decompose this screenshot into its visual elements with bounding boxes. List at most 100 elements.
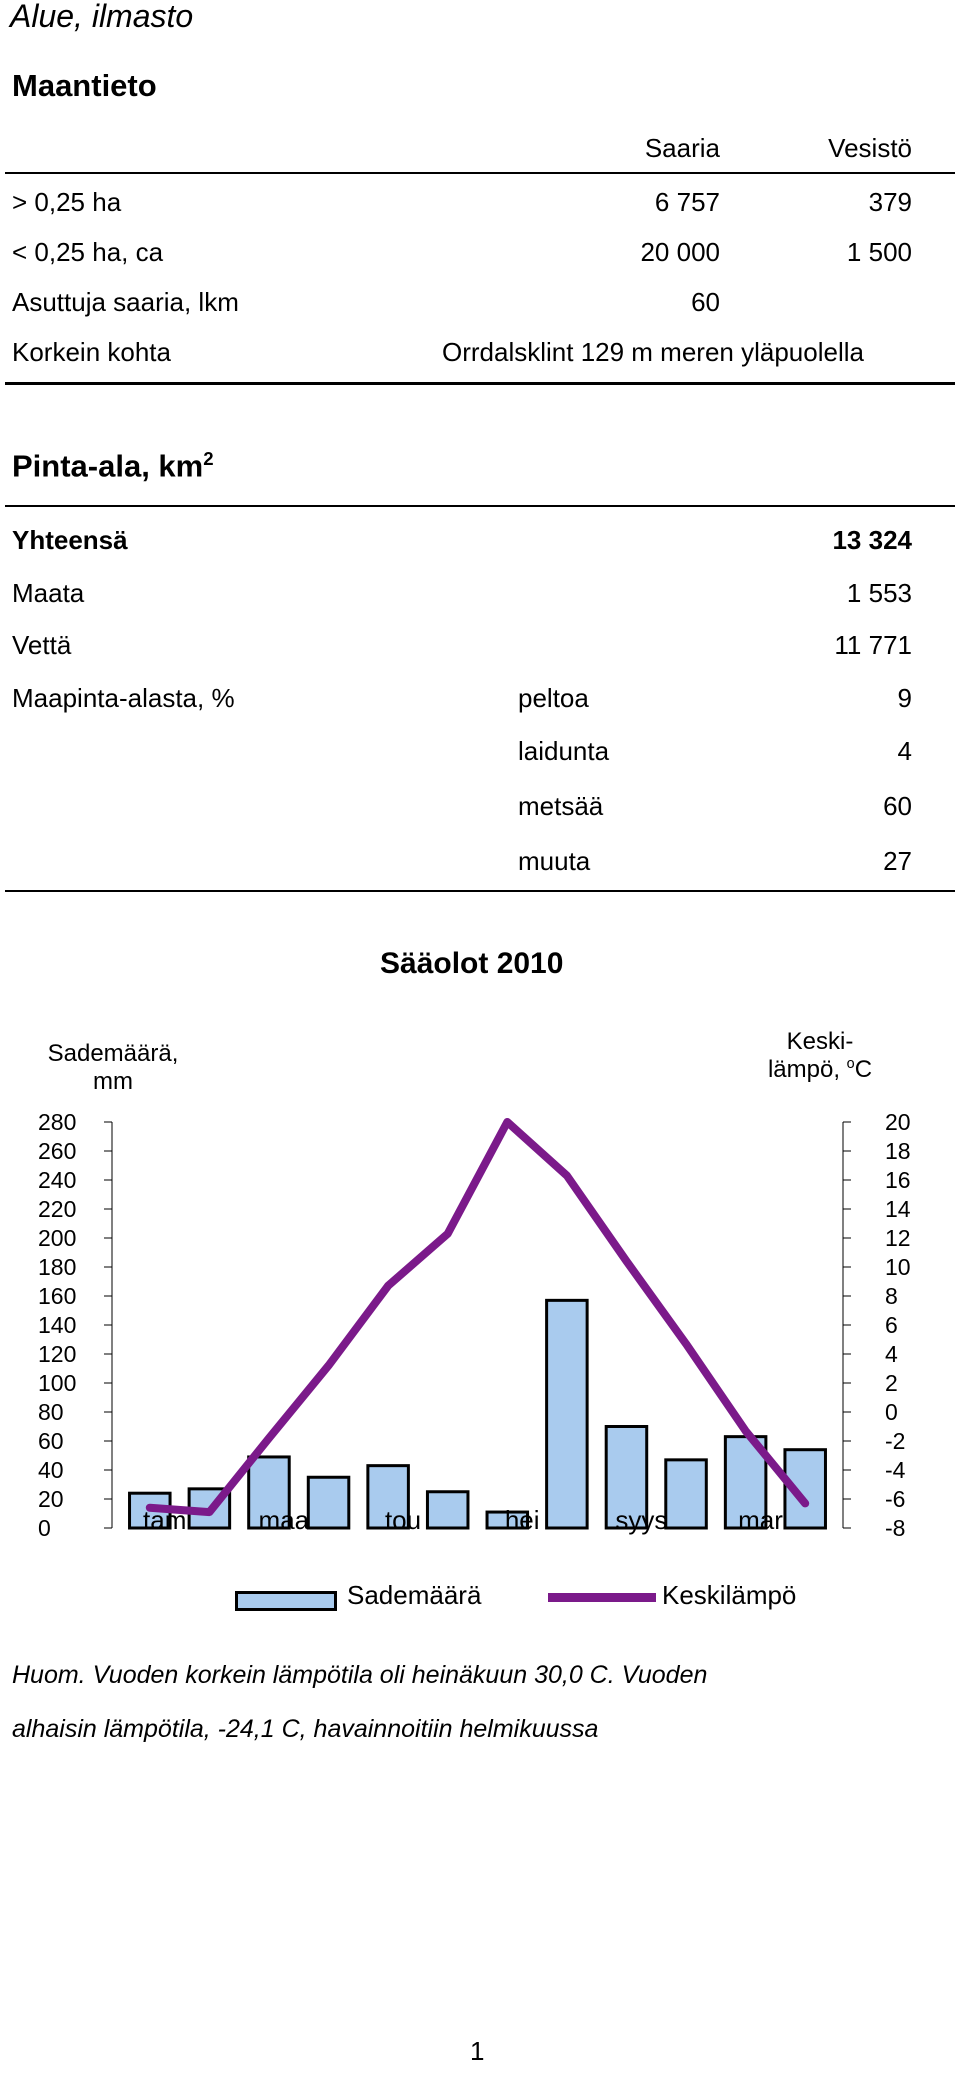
area-title-text: Pinta-ala, km [12, 448, 204, 484]
legend-line-swatch [548, 1593, 656, 1602]
row-label: Asuttuja saaria, lkm [12, 287, 239, 317]
left-axis-tick-label: 160 [38, 1283, 76, 1309]
section-title-area: Pinta-ala, km2 [12, 448, 214, 484]
row-label: Yhteensä [12, 525, 128, 555]
right-axis-tick-label: 2 [885, 1370, 898, 1396]
left-axis-tick-label: 280 [38, 1109, 76, 1135]
right-axis-tick-label: 0 [885, 1399, 898, 1425]
legend-bar-swatch [235, 1591, 337, 1611]
section-title-geography: Maantieto [12, 68, 157, 103]
row-value-vesisto: 379 [868, 187, 912, 217]
temperature-series-line [145, 1118, 810, 1517]
landuse-label: peltoa [518, 683, 589, 713]
right-axis-title-text: lämpö, [767, 1056, 847, 1083]
row-label: < 0,25 ha, ca [12, 237, 164, 267]
left-axis-tick-label: 100 [38, 1370, 76, 1396]
row-value: 13 324 [832, 525, 912, 555]
right-axis-tick-label: 12 [885, 1225, 911, 1251]
right-axis-tick-label: 18 [885, 1138, 911, 1164]
left-axis-tick-label: 40 [38, 1457, 64, 1483]
table-rule [5, 505, 955, 507]
area-title-superscript: 2 [203, 448, 214, 469]
document-title: Alue, ilmasto [10, 0, 194, 34]
precipitation-bar [425, 1490, 470, 1530]
left-axis-tick-label: 20 [38, 1486, 64, 1512]
left-axis-tick-label: 140 [38, 1312, 76, 1338]
x-axis-tick-label: syys [615, 1505, 668, 1535]
landuse-label: laidunta [518, 736, 610, 766]
right-axis-tick-label: -6 [885, 1486, 905, 1512]
precipitation-bar [545, 1298, 589, 1530]
row-label: > 0,25 ha [12, 187, 122, 217]
row-label: Maata [12, 578, 85, 608]
landuse-value: 60 [883, 791, 912, 821]
precipitation-bar [247, 1455, 291, 1530]
precipitation-bar [664, 1458, 708, 1530]
row-value-saaria: 6 757 [654, 187, 720, 217]
table-rule [5, 172, 955, 174]
landuse-value: 27 [883, 846, 912, 876]
chart-title: Sääolot 2010 [380, 947, 564, 980]
highest-point-value: Orrdalsklint 129 m meren yläpuolella [442, 337, 864, 367]
right-axis-title-line1: Keski- [786, 1028, 854, 1055]
weather-chart: 280260240220200180160140120100806040200 … [38, 1109, 911, 1540]
right-axis-tick-label: 16 [885, 1167, 911, 1193]
table-rule [5, 382, 955, 385]
left-axis-tick-label: 200 [38, 1225, 76, 1251]
left-axis-tick-label: 240 [38, 1167, 76, 1193]
table-rule [5, 890, 955, 892]
precipitation-bar [366, 1464, 410, 1530]
left-axis-tick-label: 80 [38, 1399, 64, 1425]
left-axis-tick-label: 120 [38, 1341, 76, 1367]
precipitation-bar [306, 1475, 351, 1530]
right-axis-tick-label: 8 [885, 1283, 898, 1309]
x-axis-tick-label: hei [504, 1505, 540, 1535]
right-axis-unit: C [854, 1056, 873, 1083]
right-axis-tick-label: 10 [885, 1254, 911, 1280]
x-axis-tick-label: maa [258, 1505, 310, 1535]
x-axis-tick-label: tou [384, 1505, 422, 1535]
left-axis-title: Sademäärä, mm [38, 1040, 188, 1096]
right-axis-tick-label: 20 [885, 1109, 911, 1135]
landuse-value: 4 [897, 736, 912, 766]
right-axis-tick-label: 14 [885, 1196, 911, 1222]
column-header-saaria: Saaria [644, 133, 720, 163]
row-value-saaria: 60 [691, 287, 720, 317]
temperature-line [145, 1118, 810, 1517]
right-axis-tick-label: -4 [885, 1457, 906, 1483]
landuse-label: metsää [518, 791, 604, 821]
degree-superscript: o [846, 1056, 855, 1072]
x-axis-tick-label: tam [143, 1505, 187, 1535]
right-axis-title: Keski- lämpö, oC [760, 1028, 880, 1084]
column-header-vesisto: Vesistö [828, 133, 912, 163]
landuse-value: 9 [897, 683, 912, 713]
note-line-1: Huom. Vuoden korkein lämpötila oli heinä… [12, 1661, 708, 1689]
left-axis-tick-label: 0 [38, 1515, 51, 1540]
right-axis-tick-label: 4 [885, 1341, 898, 1367]
row-value: 1 553 [846, 578, 912, 608]
legend-label-precipitation: Sademäärä [347, 1580, 482, 1610]
row-label: Korkein kohta [12, 337, 171, 367]
right-axis-tick-label: 6 [885, 1312, 898, 1338]
x-axis-tick-label: mar [738, 1505, 783, 1535]
page-number: 1 [470, 2036, 485, 2066]
precipitation-bars [128, 1298, 827, 1530]
precipitation-bar [604, 1425, 649, 1530]
row-label: Maapinta-alasta, % [12, 683, 235, 713]
row-value: 11 771 [834, 630, 912, 660]
right-axis-tick-label: -8 [885, 1515, 905, 1540]
left-axis-tick-label: 60 [38, 1428, 64, 1454]
landuse-label: muuta [518, 846, 591, 876]
left-axis-title-line2: mm [93, 1068, 133, 1095]
row-value-saaria: 20 000 [640, 237, 720, 267]
precipitation-bar [485, 1510, 530, 1530]
row-label: Vettä [12, 630, 72, 660]
left-axis-tick-label: 180 [38, 1254, 76, 1280]
legend-label-temperature: Keskilämpö [662, 1580, 797, 1610]
right-axis-title-line2: lämpö, oC [760, 1056, 880, 1084]
note-line-2: alhaisin lämpötila, -24,1 C, havainnoiti… [12, 1715, 599, 1743]
row-value-vesisto: 1 500 [846, 237, 912, 267]
right-axis-tick-label: -2 [885, 1428, 905, 1454]
